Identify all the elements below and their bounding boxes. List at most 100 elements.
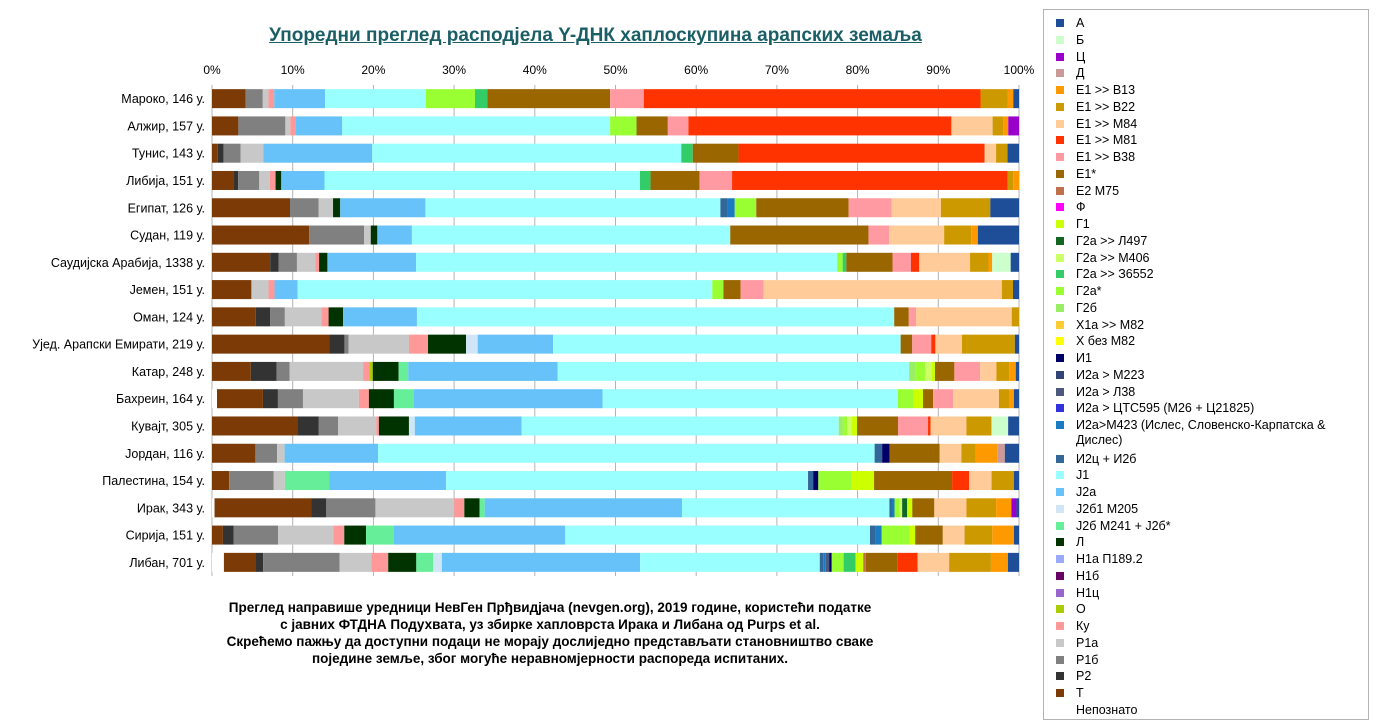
category-label: Тунис, 143 у. — [132, 147, 205, 161]
bar-segment — [233, 525, 279, 545]
bar-segment — [466, 334, 478, 354]
bar-segment — [302, 389, 359, 409]
bar-segment — [992, 116, 1004, 136]
bar-segment — [996, 143, 1008, 163]
bar-segment — [838, 416, 843, 436]
bar-segment — [553, 334, 901, 354]
bar-segment — [229, 471, 274, 491]
bar-segment — [484, 498, 682, 518]
bar-segment — [990, 198, 1019, 218]
x-tick-label: 30% — [442, 63, 466, 77]
bar-segment — [212, 498, 215, 518]
footnote-line-2: с јавних ФТДНА Подухвата, уз збирке хапл… — [280, 617, 820, 632]
bar-segment — [643, 89, 981, 109]
legend-label: Е2 М75 — [1076, 183, 1120, 198]
category-label: Катар, 248 у. — [132, 365, 205, 379]
bar-segment — [416, 252, 838, 272]
legend-swatch — [1056, 253, 1064, 262]
bar-segment — [474, 89, 488, 109]
bar-segment — [1007, 143, 1019, 163]
chart-plot: 0% 10% 20% 30% 40% 50% 60% 70% 80% 90% 100% Мароко,… — [32, 63, 1035, 576]
legend-label: Д — [1076, 66, 1085, 81]
legend-label: Л — [1076, 535, 1085, 550]
bar-segment — [681, 143, 693, 163]
bar-segment — [318, 198, 334, 218]
legend-swatch — [1056, 69, 1064, 78]
bar-segment — [222, 525, 234, 545]
bar-segment — [425, 198, 721, 218]
bar-segment — [324, 170, 640, 190]
legend-swatch — [1056, 521, 1064, 530]
bar-segment — [988, 252, 993, 272]
footnote: Преглед направише уредници НевГен Прђвид… — [140, 599, 960, 667]
legend-label: Г2а >> Л497 — [1076, 233, 1148, 248]
bar-segment — [939, 443, 962, 463]
bar-segment — [212, 416, 298, 436]
bar-segment — [411, 225, 731, 245]
footnote-line-1: Преглед направише уредници НевГен Прђвид… — [228, 600, 872, 615]
bar-segment — [309, 225, 365, 245]
legend-swatch — [1056, 538, 1064, 547]
bar-segment — [297, 416, 319, 436]
bar-segment — [233, 170, 239, 190]
legend-swatch — [1056, 471, 1064, 480]
bar-segment — [919, 252, 971, 272]
bar-segment — [881, 525, 910, 545]
bar-segment — [281, 170, 325, 190]
category-label: Мароко, 146 у. — [121, 92, 205, 106]
bar-segment — [325, 89, 426, 109]
bar-segment — [825, 552, 830, 572]
legend-label: Н1б — [1076, 568, 1100, 583]
bar-segment — [847, 416, 852, 436]
bar-segment — [217, 389, 263, 409]
legend-swatch — [1056, 153, 1064, 161]
bar-segment — [278, 525, 334, 545]
bar-segment — [408, 361, 558, 381]
category-label: Ујед. Арапски Емирати, 219 у. — [32, 338, 205, 352]
legend-label: И2а > Л38 — [1076, 384, 1136, 399]
legend-swatch — [1056, 504, 1064, 513]
bar-segment — [1015, 361, 1019, 381]
legend-swatch — [1056, 52, 1064, 61]
bar-segment — [333, 198, 341, 218]
legend-label: Г2б — [1076, 300, 1097, 315]
legend-label: О — [1076, 602, 1086, 617]
bar-segment — [277, 443, 285, 463]
legend-label: Н1а П189.2 — [1076, 552, 1143, 566]
bar-segment — [934, 498, 967, 518]
bar-segment — [1009, 361, 1016, 381]
bar-segment — [329, 471, 447, 491]
bar-segment — [874, 443, 883, 463]
bar-segment — [278, 252, 297, 272]
legend-swatch — [1056, 236, 1064, 245]
bar-segment — [262, 89, 269, 109]
bar-segment — [1013, 389, 1019, 409]
bar-segment — [295, 116, 343, 136]
legend-swatch — [1056, 354, 1064, 362]
bar-segment — [1014, 334, 1019, 354]
bar-segment — [1008, 116, 1019, 136]
bar-segment — [414, 416, 522, 436]
bar-segment — [340, 198, 426, 218]
bar-segment — [315, 252, 320, 272]
bar-segment — [917, 552, 950, 572]
category-label: Јордан, 116 у. — [125, 447, 205, 461]
bar-segment — [851, 471, 875, 491]
x-tick-label: 60% — [684, 63, 708, 77]
bar-segment — [863, 552, 866, 572]
bar-segment — [263, 143, 373, 163]
legend-label: Х без М82 — [1076, 334, 1136, 349]
bar-segment — [992, 252, 1011, 272]
legend-swatch — [1056, 220, 1064, 228]
bar-segment — [408, 416, 415, 436]
bar-segment — [212, 252, 271, 272]
bar-segment — [996, 498, 1012, 518]
bar-segment — [238, 116, 286, 136]
bar-segment — [1011, 498, 1017, 518]
legend-swatch — [1056, 370, 1064, 379]
bar-segment — [975, 443, 998, 463]
legend-label: Г1 — [1076, 217, 1090, 231]
bar-segment — [327, 252, 417, 272]
bar-segment — [935, 334, 962, 354]
bar-segment — [813, 471, 819, 491]
